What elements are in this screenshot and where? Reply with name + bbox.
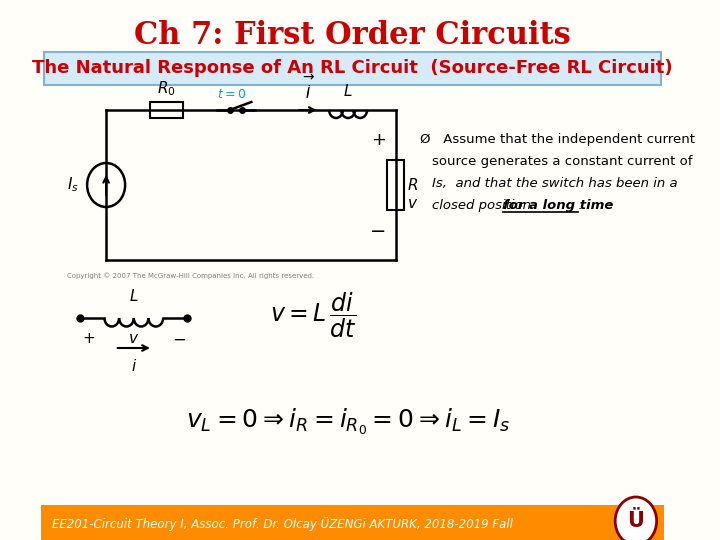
Text: $i$: $i$ [131, 358, 137, 374]
Text: $t = 0$: $t = 0$ [217, 88, 246, 101]
Text: $\rightarrow$
$i$: $\rightarrow$ $i$ [300, 70, 315, 101]
Text: $R$: $R$ [407, 177, 418, 193]
Text: $R_0$: $R_0$ [157, 79, 176, 98]
Text: closed position: closed position [432, 199, 535, 212]
FancyBboxPatch shape [387, 160, 405, 210]
Text: $v = L\,\dfrac{di}{dt}$: $v = L\,\dfrac{di}{dt}$ [270, 291, 357, 340]
Text: source generates a constant current of: source generates a constant current of [432, 155, 693, 168]
Text: −: − [370, 222, 387, 241]
Text: The Natural Response of An RL Circuit  (Source-Free RL Circuit): The Natural Response of An RL Circuit (S… [32, 59, 672, 77]
Text: Is,  and that the switch has been in a: Is, and that the switch has been in a [432, 177, 678, 190]
Text: $v_L = 0 \Rightarrow i_R = i_{R_0} = 0 \Rightarrow i_L = I_s$: $v_L = 0 \Rightarrow i_R = i_{R_0} = 0 \… [186, 407, 510, 437]
Text: $v$: $v$ [407, 195, 418, 211]
FancyBboxPatch shape [41, 505, 664, 540]
Text: Ø   Assume that the independent current: Ø Assume that the independent current [420, 133, 695, 146]
Text: Ü: Ü [627, 511, 644, 531]
Text: $I_s$: $I_s$ [68, 176, 79, 194]
Text: −: − [172, 331, 186, 349]
Text: $L$: $L$ [343, 83, 353, 99]
Text: Copyright © 2007 The McGraw-Hill Companies Inc. All rights reserved.: Copyright © 2007 The McGraw-Hill Compani… [67, 272, 315, 279]
Text: $L$: $L$ [129, 288, 138, 304]
Text: +: + [83, 331, 95, 346]
FancyBboxPatch shape [44, 52, 661, 85]
Text: for a long time: for a long time [503, 199, 613, 212]
Text: Ch 7: First Order Circuits: Ch 7: First Order Circuits [134, 19, 571, 51]
Text: .: . [578, 199, 582, 212]
FancyBboxPatch shape [150, 102, 183, 118]
Text: $i$: $i$ [305, 84, 311, 100]
Circle shape [615, 497, 657, 540]
Text: +: + [371, 131, 386, 149]
Text: EE201-Circuit Theory I, Assoc. Prof. Dr. Olcay ÜZENGi AKTURK, 2018-2019 Fall: EE201-Circuit Theory I, Assoc. Prof. Dr.… [52, 517, 513, 531]
Text: $v$: $v$ [128, 331, 140, 346]
